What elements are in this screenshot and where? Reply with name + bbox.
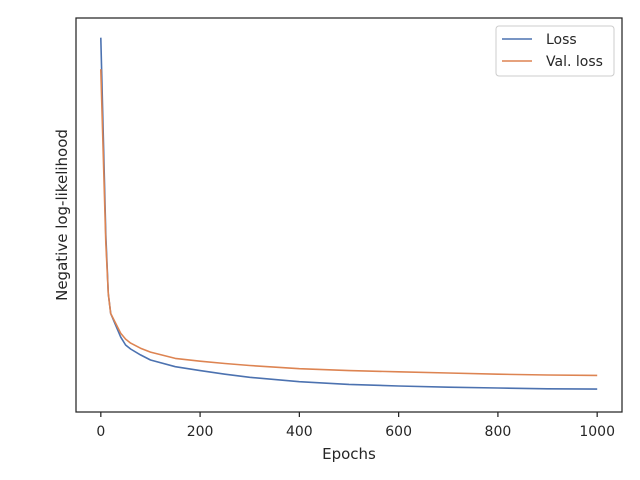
legend-label-loss: Loss: [546, 32, 577, 48]
x-tick-label: 200: [187, 424, 214, 440]
x-tick-label: 1000: [579, 424, 615, 440]
x-axis-label: Epochs: [322, 445, 376, 463]
legend: Loss Val. loss: [495, 25, 615, 77]
x-tick-label: 0: [96, 424, 105, 440]
series-line-val-loss: [100, 69, 598, 377]
x-tick-label: 800: [485, 424, 512, 440]
x-axis-ticks: 0 200 400 600 800 1000: [96, 412, 615, 440]
legend-label-val-loss: Val. loss: [546, 54, 603, 70]
x-tick-label: 400: [286, 424, 313, 440]
y-axis-label: Negative log-likelihood: [53, 129, 71, 301]
plot-frame: [75, 17, 623, 413]
x-tick-label: 600: [385, 424, 412, 440]
series-layer: [100, 37, 598, 390]
